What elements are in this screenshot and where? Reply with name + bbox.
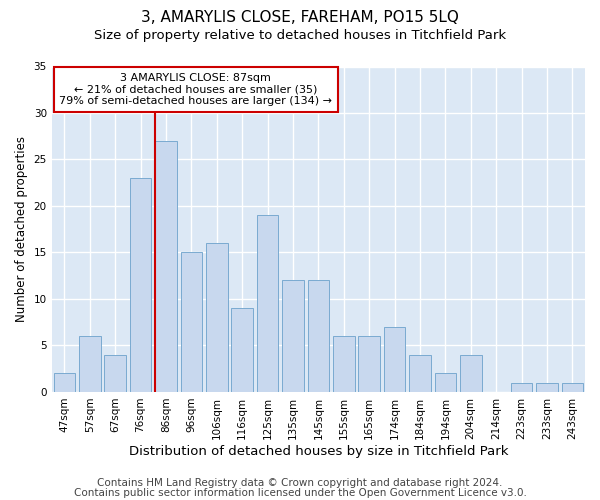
- Bar: [460, 355, 482, 392]
- Bar: [384, 327, 406, 392]
- Bar: [333, 336, 355, 392]
- Text: 3, AMARYLIS CLOSE, FAREHAM, PO15 5LQ: 3, AMARYLIS CLOSE, FAREHAM, PO15 5LQ: [141, 10, 459, 25]
- Y-axis label: Number of detached properties: Number of detached properties: [15, 136, 28, 322]
- Text: 3 AMARYLIS CLOSE: 87sqm
← 21% of detached houses are smaller (35)
79% of semi-de: 3 AMARYLIS CLOSE: 87sqm ← 21% of detache…: [59, 73, 332, 106]
- Bar: [358, 336, 380, 392]
- Bar: [206, 243, 227, 392]
- Bar: [181, 252, 202, 392]
- Text: Size of property relative to detached houses in Titchfield Park: Size of property relative to detached ho…: [94, 29, 506, 42]
- Bar: [104, 355, 126, 392]
- Bar: [155, 141, 177, 392]
- Bar: [79, 336, 101, 392]
- Bar: [562, 382, 583, 392]
- X-axis label: Distribution of detached houses by size in Titchfield Park: Distribution of detached houses by size …: [128, 444, 508, 458]
- Bar: [409, 355, 431, 392]
- Bar: [130, 178, 151, 392]
- Bar: [536, 382, 557, 392]
- Text: Contains HM Land Registry data © Crown copyright and database right 2024.: Contains HM Land Registry data © Crown c…: [97, 478, 503, 488]
- Bar: [53, 374, 75, 392]
- Bar: [434, 374, 456, 392]
- Bar: [232, 308, 253, 392]
- Bar: [511, 382, 532, 392]
- Bar: [282, 280, 304, 392]
- Bar: [257, 216, 278, 392]
- Text: Contains public sector information licensed under the Open Government Licence v3: Contains public sector information licen…: [74, 488, 526, 498]
- Bar: [308, 280, 329, 392]
